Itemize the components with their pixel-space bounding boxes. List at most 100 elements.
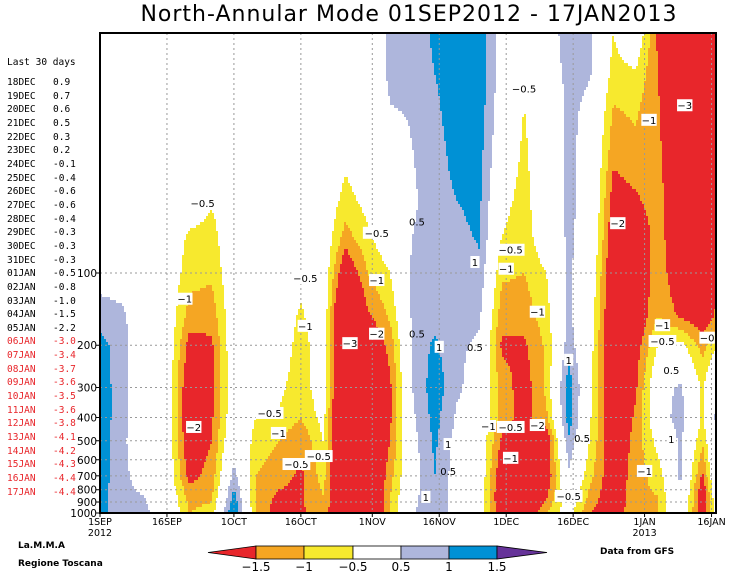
heatmap-cell xyxy=(486,63,496,66)
recent-entry: 14JAN -4.2 xyxy=(7,445,76,459)
heatmap-cell xyxy=(600,186,606,189)
heatmap-cell xyxy=(112,384,128,387)
heatmap-cell xyxy=(220,399,228,402)
heatmap-cell xyxy=(550,450,554,453)
heatmap-cell xyxy=(214,408,220,411)
heatmap-cell xyxy=(590,423,598,426)
heatmap-cell xyxy=(412,390,426,393)
heatmap-cell xyxy=(186,495,212,498)
heatmap-cell xyxy=(498,399,514,402)
heatmap-cell xyxy=(406,117,442,120)
recent-entry-date: 11JAN xyxy=(7,404,36,416)
heatmap-cell xyxy=(178,498,186,501)
contour-label-bg xyxy=(677,99,693,112)
heatmap-cell xyxy=(486,84,496,87)
heatmap-cell xyxy=(690,483,694,486)
heatmap-cell xyxy=(220,366,228,369)
heatmap-cell xyxy=(220,408,228,411)
heatmap-cell xyxy=(396,453,402,456)
heatmap-cell xyxy=(430,42,486,45)
heatmap-cell xyxy=(660,132,716,135)
heatmap-cell xyxy=(396,423,402,426)
heatmap-cell xyxy=(338,282,362,285)
heatmap-cell xyxy=(480,231,488,234)
heatmap-cell xyxy=(662,171,716,174)
heatmap-cell xyxy=(500,297,532,300)
heatmap-cell xyxy=(604,387,636,390)
contour-label-bg xyxy=(255,406,284,419)
heatmap-cell xyxy=(426,384,444,387)
heatmap-cell xyxy=(502,234,532,237)
heatmap-cell xyxy=(604,450,630,453)
heatmap-cell xyxy=(544,384,550,387)
heatmap-cell xyxy=(486,51,496,54)
heatmap-cell xyxy=(182,408,214,411)
heatmap-cell xyxy=(602,141,610,144)
heatmap-cell xyxy=(344,222,346,225)
heatmap-cell xyxy=(612,180,626,183)
heatmap-cell xyxy=(388,354,394,357)
heatmap-cell xyxy=(354,264,366,267)
heatmap-cell xyxy=(608,90,644,93)
heatmap-cell xyxy=(280,405,314,408)
heatmap-cell xyxy=(112,399,128,402)
heatmap-cell xyxy=(100,510,108,513)
heatmap-cell xyxy=(392,396,396,399)
heatmap-cell xyxy=(530,363,544,366)
heatmap-cell xyxy=(434,465,436,468)
heatmap-cell xyxy=(600,294,606,297)
heatmap-cell xyxy=(212,441,218,444)
contour-label: 0.5 xyxy=(467,343,483,354)
heatmap-cell xyxy=(506,429,548,432)
heatmap-cell xyxy=(214,381,220,384)
heatmap-cell xyxy=(570,363,578,366)
recent-entry-date: 08JAN xyxy=(7,363,36,375)
heatmap-cell xyxy=(480,201,488,204)
contour-label-bg xyxy=(529,419,546,432)
heatmap-cell xyxy=(626,483,648,486)
heatmap-cell xyxy=(664,321,690,324)
heatmap-cell xyxy=(228,495,232,498)
heatmap-cell xyxy=(568,462,570,465)
heatmap-cell xyxy=(608,237,650,240)
heatmap-cell xyxy=(342,261,354,264)
heatmap-cell xyxy=(600,195,606,198)
heatmap-cell xyxy=(444,372,464,375)
heatmap-cell xyxy=(326,342,330,345)
heatmap-cell xyxy=(446,147,484,150)
heatmap-cell xyxy=(700,483,704,486)
heatmap-cell xyxy=(362,249,378,252)
y-tick-label: 500 xyxy=(77,436,97,448)
heatmap-cell xyxy=(602,480,626,483)
heatmap-cell xyxy=(330,486,384,489)
heatmap-cell xyxy=(484,117,494,120)
heatmap-cell xyxy=(178,420,182,423)
heatmap-cell xyxy=(484,108,494,111)
heatmap-cell xyxy=(634,414,642,417)
recent-entry-value: 0.2 xyxy=(53,145,71,157)
heatmap-cell xyxy=(498,318,536,321)
recent-entry: 01JAN -0.5 xyxy=(7,267,76,281)
heatmap-cell xyxy=(394,342,400,345)
heatmap-cell xyxy=(566,438,574,441)
heatmap-cell xyxy=(638,372,644,375)
heatmap-cell xyxy=(502,435,550,438)
heatmap-cell xyxy=(486,75,496,78)
heatmap-cell xyxy=(540,327,550,330)
heatmap-cell xyxy=(612,111,624,114)
heatmap-cell xyxy=(532,405,546,408)
heatmap-cell xyxy=(500,306,534,309)
heatmap-cell xyxy=(214,363,220,366)
heatmap-cell xyxy=(344,249,348,252)
heatmap-cell xyxy=(290,360,310,363)
heatmap-cell xyxy=(360,246,376,249)
heatmap-cell xyxy=(330,375,334,378)
heatmap-cell xyxy=(640,105,660,108)
heatmap-cell xyxy=(436,459,450,462)
heatmap-cell xyxy=(498,372,512,375)
heatmap-cell xyxy=(496,369,510,372)
heatmap-cell xyxy=(692,477,696,480)
heatmap-cell xyxy=(180,507,188,510)
heatmap-cell xyxy=(532,303,550,306)
heatmap-cell xyxy=(698,462,706,465)
